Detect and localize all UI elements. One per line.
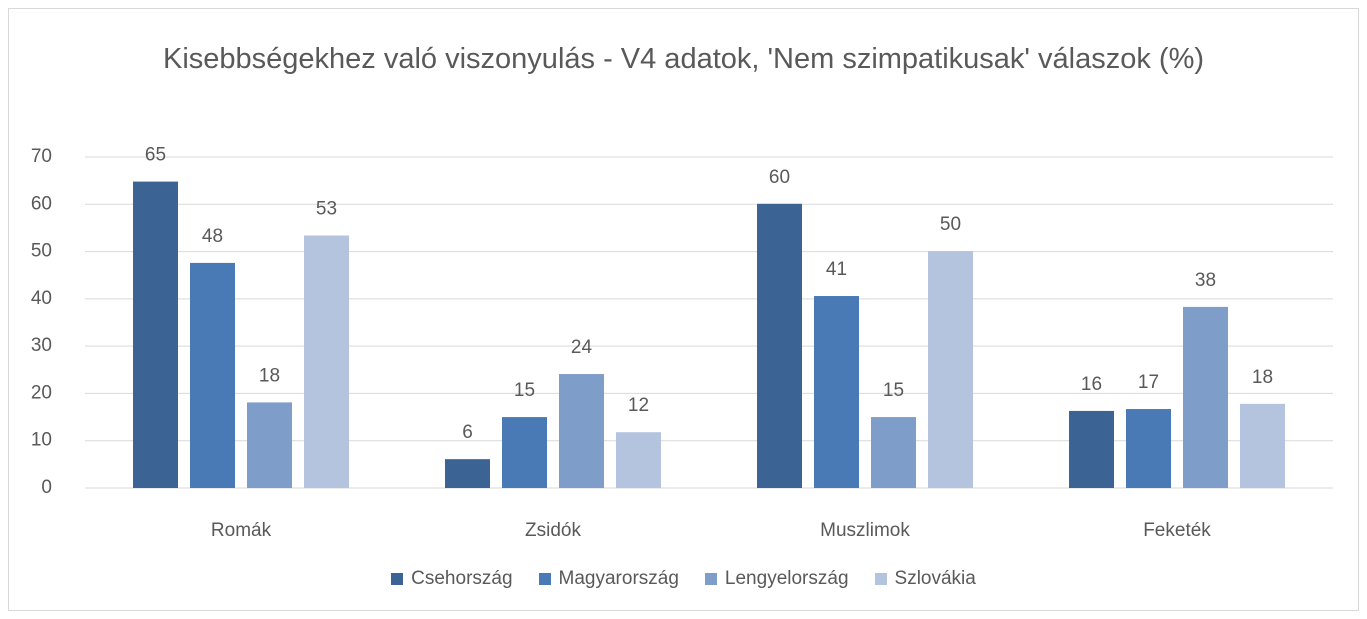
data-label: 38 [1195,270,1216,291]
data-label: 65 [145,145,166,166]
bar [1240,403,1285,488]
bar [502,417,547,488]
legend-item: Magyarország [538,568,679,590]
data-label: 50 [940,214,961,235]
bar [616,432,661,488]
x-tick-label: Zsidók [525,520,581,541]
bar [1069,410,1114,488]
legend-swatch [391,573,404,585]
bar [559,374,604,488]
x-tick-label: Muszlimok [820,520,910,541]
y-tick-label: 10 [31,430,52,451]
data-label: 17 [1138,372,1159,393]
y-tick-label: 50 [31,241,52,262]
bar [814,296,859,488]
legend-item: Szlovákia [874,568,976,590]
y-tick-label: 30 [31,335,52,356]
bar [445,459,490,488]
chart-frame [8,8,1359,611]
data-label: 15 [883,380,904,401]
data-label: 18 [1252,367,1273,388]
data-label: 12 [628,395,649,416]
legend-item: Csehország [391,568,513,590]
bar [871,417,916,488]
y-tick-label: 40 [31,288,52,309]
data-label: 6 [462,422,473,443]
bar [133,181,178,489]
data-label: 24 [571,337,593,358]
data-label: 15 [514,380,535,401]
legend-label: Szlovákia [894,568,976,589]
y-tick-label: 0 [41,477,52,498]
data-label: 18 [259,365,280,386]
bar [1183,306,1228,488]
bar [1126,409,1171,488]
y-tick-label: 20 [31,382,52,403]
x-tick-label: Romák [211,520,272,541]
x-tick-label: Feketék [1143,520,1211,541]
legend-item: Lengyelország [704,568,849,590]
bar [190,262,235,488]
legend-swatch [538,573,551,585]
bar [928,251,973,488]
legend: Csehország Magyarország Lengyelország Szlov… [0,568,1367,590]
bar [304,235,349,488]
legend-label: Lengyelország [724,568,849,589]
data-label: 48 [202,226,223,247]
data-label: 60 [769,167,790,188]
legend-swatch [874,573,887,585]
y-tick-label: 70 [31,146,52,167]
data-label: 16 [1081,374,1102,395]
bar [757,203,802,488]
bar [247,402,292,488]
y-tick-label: 60 [31,193,52,214]
data-label: 53 [316,199,337,220]
legend-swatch [704,573,717,585]
chart-title: Kisebbségekhez való viszonyulás - V4 ada… [162,43,1205,75]
legend-label: Magyarország [558,568,679,589]
data-label: 41 [826,259,847,280]
legend-label: Csehország [411,568,513,589]
